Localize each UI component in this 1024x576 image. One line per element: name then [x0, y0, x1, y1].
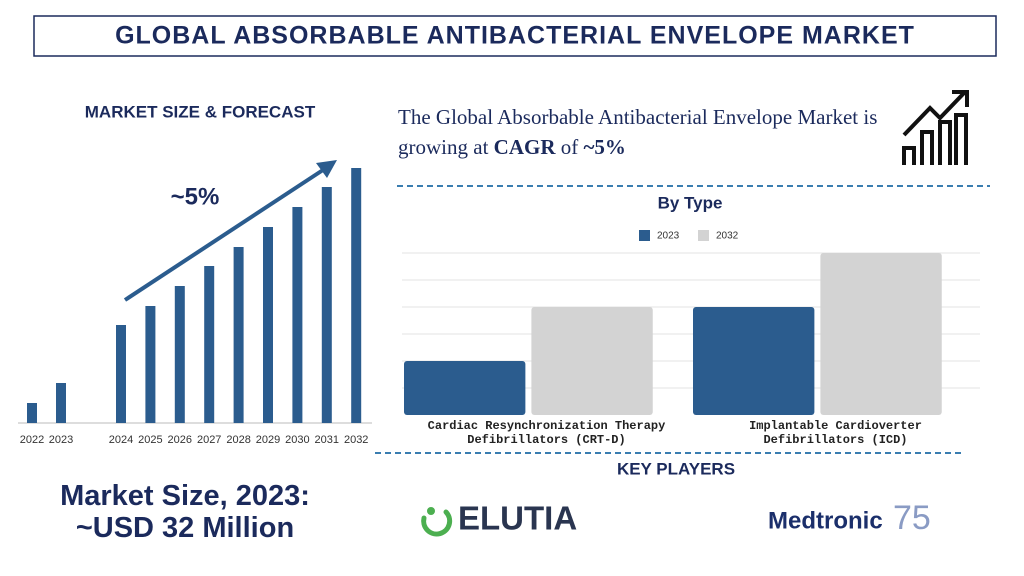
x-tick-label: Cardiac Resynchronization Therapy Defibr… — [427, 419, 666, 447]
player: ELUTIA — [458, 500, 577, 537]
bar — [174, 286, 185, 423]
x-tick-label: 2024 — [109, 434, 133, 446]
bar — [145, 306, 156, 423]
title-box — [33, 15, 997, 57]
bar — [263, 227, 273, 423]
elutia-logo: ELUTIA — [421, 500, 577, 537]
x-tick-label: 2031 — [315, 434, 339, 446]
legend-swatch — [698, 230, 709, 241]
section-title: KEY PLAYERS — [617, 459, 735, 478]
x-tick-label: 2030 — [285, 434, 309, 446]
x-tick-label: 2032 — [344, 434, 368, 446]
legend-label: 2032 — [716, 231, 739, 242]
x-tick-label: Implantable Cardioverter Defibrillators … — [749, 419, 922, 447]
x-tick-label: 2027 — [197, 434, 221, 446]
chart-title: By Type — [658, 193, 723, 212]
player: 75 — [893, 499, 931, 537]
headline-text: of — [560, 135, 579, 159]
bar — [27, 403, 37, 423]
market-size-value: ~USD 32 Million — [75, 512, 295, 544]
headline: The Global Absorbable Antibacterial Enve… — [398, 102, 898, 162]
bar — [56, 383, 66, 423]
x-tick-label: 2029 — [256, 434, 280, 446]
annotation: ~5% — [171, 183, 220, 210]
bar — [321, 187, 332, 423]
bar — [404, 361, 526, 415]
trend-arrow — [123, 166, 328, 302]
x-tick-label: 2023 — [49, 434, 73, 446]
bar — [693, 307, 815, 415]
market-size-label: Market Size, 2023: — [60, 480, 310, 512]
legend-label: 2023 — [657, 231, 680, 242]
bar — [531, 307, 653, 415]
chart-title: MARKET SIZE & FORECAST — [85, 102, 316, 121]
x-tick-label: 2026 — [168, 434, 192, 446]
headline-text: The Global Absorbable Antibacterial Enve… — [398, 105, 878, 159]
cagr-label: CAGR — [493, 135, 556, 159]
arrow-head — [316, 160, 337, 178]
title: GLOBAL ABSORBABLE ANTIBACTERIAL ENVELOPE… — [115, 22, 915, 50]
x-tick-label: 2025 — [138, 434, 162, 446]
legend-swatch — [639, 230, 650, 241]
player: Medtronic — [768, 507, 883, 534]
bar — [204, 266, 215, 423]
x-tick-label: 2022 — [20, 434, 44, 446]
bar — [292, 207, 303, 423]
growth-icon — [902, 90, 969, 165]
x-tick-label: 2028 — [226, 434, 250, 446]
bar — [233, 247, 244, 423]
bar — [351, 168, 362, 423]
cagr-value: ~5% — [583, 135, 626, 159]
bar — [820, 253, 942, 415]
bar — [116, 325, 126, 423]
